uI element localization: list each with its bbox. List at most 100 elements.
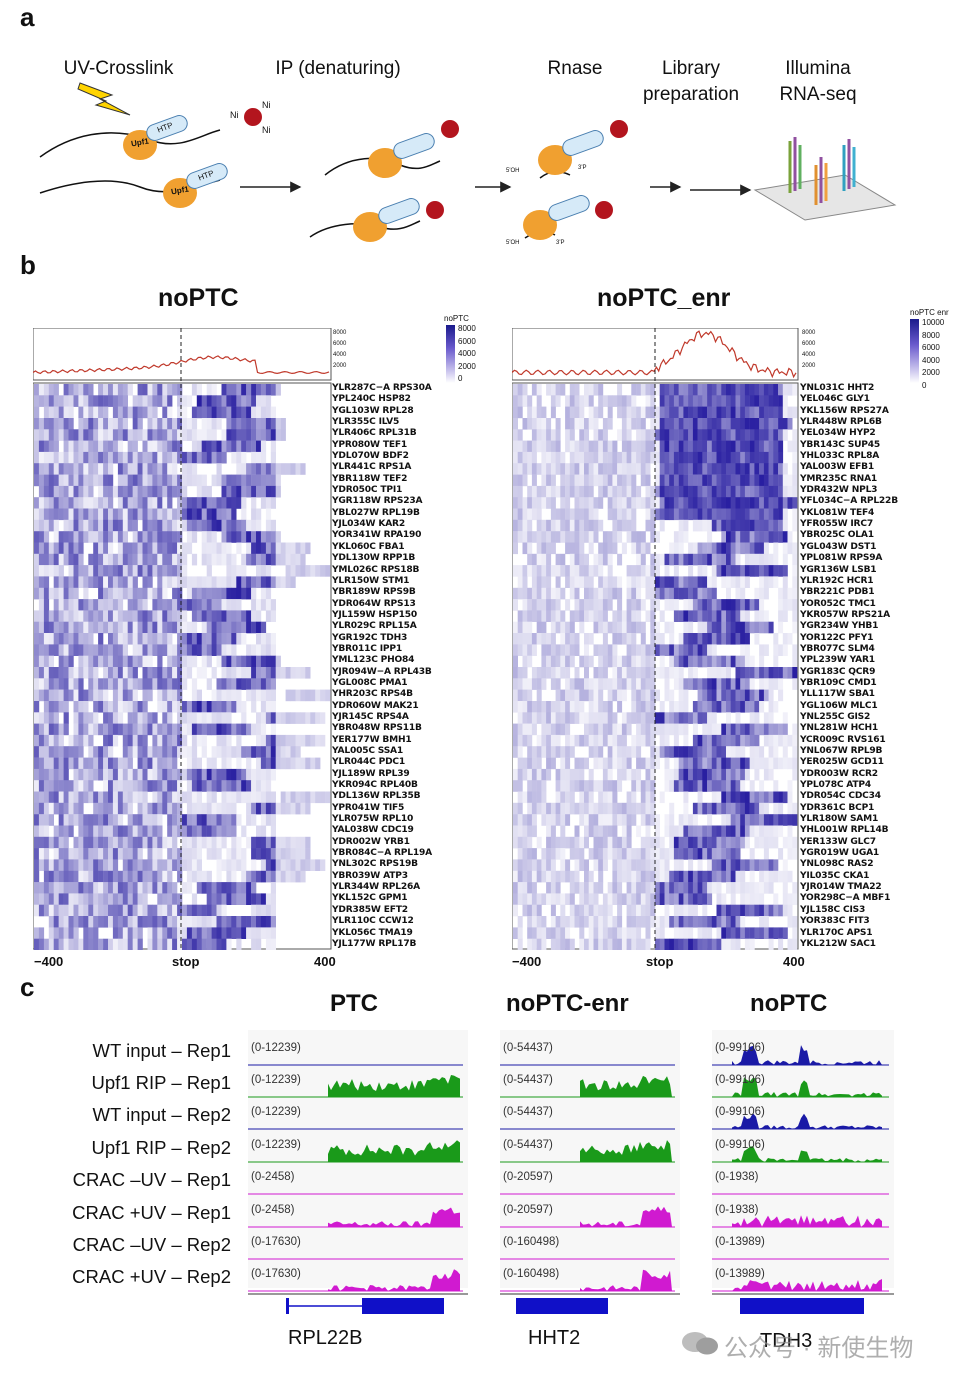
coverage-track <box>328 1269 460 1291</box>
gene-label: YKL056C TMA19 <box>332 927 413 938</box>
profile-tick: 6000 <box>802 341 816 347</box>
track-range: (0-12239) <box>251 1042 301 1054</box>
gene-label: YLR287C−A RPS30A <box>332 383 432 393</box>
gene-label: YGL103W RPL28 <box>332 405 414 416</box>
profile-tick: 8000 <box>333 330 347 336</box>
gene-label: YDR432W NPL3 <box>800 485 878 496</box>
gene-label: YJR094W−A RPL43B <box>332 666 432 677</box>
coverage-track <box>580 1206 672 1227</box>
gene-label: YJL189W RPL39 <box>332 768 410 779</box>
gene-list-noptc: YLR287C−A RPS30A YPL240C HSP82 YGL103W RPL… <box>332 383 432 950</box>
legend-title-noptc: noPTC <box>444 314 469 323</box>
gene-label: YKR094C RPL40B <box>332 780 418 791</box>
gene-model <box>740 1298 864 1314</box>
track-range: (0-2458) <box>251 1204 295 1216</box>
gene-label: YKL081W TEF4 <box>800 507 875 518</box>
gene-label: YDR064W RPS13 <box>332 598 416 609</box>
step-illumina: Illumina RNA-seq <box>779 58 857 105</box>
track-range: (0-99106) <box>715 1139 765 1151</box>
coverage-track <box>328 1140 460 1162</box>
track-range: (0-160498) <box>503 1268 560 1280</box>
x-tick-left-neg: −400 <box>34 954 64 969</box>
gene-label: YBR221C PDB1 <box>800 587 875 598</box>
x-tick-right-stop: stop <box>646 954 674 969</box>
track-label: WT input – Rep2 <box>92 1104 231 1125</box>
gene-label: YBL027W RPL19B <box>332 507 420 518</box>
gene-label-hht2: HHT2 <box>528 1327 581 1349</box>
track-label: CRAC –UV – Rep1 <box>72 1169 231 1190</box>
gene-label: YGL043W DST1 <box>800 541 877 552</box>
track-range: (0-99106) <box>715 1042 765 1054</box>
track-range: (0-13989) <box>715 1268 765 1280</box>
gene-label: YAL003W EFB1 <box>800 462 875 473</box>
track-label: Upf1 RIP – Rep2 <box>91 1137 231 1158</box>
gene-label: YLR170C APS1 <box>800 927 873 938</box>
gene-label: YOR052C TMC1 <box>800 598 876 609</box>
oh-label-2: 5'OH <box>506 240 520 246</box>
gene-label: YER133W GLC7 <box>800 836 876 847</box>
gene-label: YGR118W RPS23A <box>332 496 423 507</box>
gene-label: YLR441C RPS1A <box>332 462 412 473</box>
gene-label: YLR406C RPL31B <box>332 428 417 439</box>
track-label: CRAC +UV – Rep1 <box>72 1202 231 1223</box>
gene-label-tdh3: TDH3 <box>760 1330 813 1352</box>
gene-label: YGR136W LSB1 <box>800 564 877 575</box>
coverage-track <box>580 1140 672 1162</box>
p-label-1: 3'P <box>578 165 587 171</box>
ni-label-2: Ni <box>262 100 271 110</box>
track-label: CRAC –UV – Rep2 <box>72 1234 231 1255</box>
track-range: (0-20597) <box>503 1204 553 1216</box>
column-title-noptc-enr: noPTC-enr <box>506 990 629 1017</box>
gene-label: YML026C RPS18B <box>332 564 420 575</box>
coverage-track <box>580 1075 672 1097</box>
gene-label: YOR298C−A MBF1 <box>800 893 891 904</box>
gene-label: YLR110C CCW12 <box>332 916 414 927</box>
track-range: (0-20597) <box>503 1171 553 1183</box>
step-library-prep: Library preparation <box>642 58 740 105</box>
gene-list-noptc-enr: YNL031C HHT2 YEL046C GLY1 YKL156W RPS27A YL… <box>800 383 898 950</box>
gene-label: YJL159W HSP150 <box>332 609 417 620</box>
legend-tick: 2000 <box>922 368 940 377</box>
p-label-2: 3'P <box>556 240 565 246</box>
gene-label: YKL156W RPS27A <box>800 405 889 416</box>
gene-label: YDR054C CDC34 <box>800 791 881 802</box>
gene-label: YDR003W RCR2 <box>800 768 878 779</box>
gene-label: YOR122C PFY1 <box>800 632 874 643</box>
gene-label: YOR341W RPA190 <box>332 530 422 541</box>
legend-tick: 6000 <box>458 336 476 346</box>
gene-model <box>516 1298 608 1314</box>
panel-a-label: a <box>20 2 35 32</box>
track-range: (0-99106) <box>715 1106 765 1118</box>
coverage-track <box>732 1113 882 1129</box>
legend-ticks-noptc: 8000 6000 4000 2000 0 <box>458 323 476 386</box>
gene-label: YJR145C RPS4A <box>332 711 409 722</box>
gene-label: YOR383C FIT3 <box>800 916 870 927</box>
gene-label: YLR044C PDC1 <box>332 757 406 768</box>
gene-label: YIL035C CKA1 <box>800 870 870 881</box>
gene-label: YBR039W ATP3 <box>332 870 408 881</box>
x-tick-right-pos: 400 <box>783 954 805 969</box>
track-range: (0-12239) <box>251 1074 301 1086</box>
track-range: (0-99106) <box>715 1074 765 1086</box>
gene-label: YNL302C RPS19B <box>332 859 418 870</box>
x-tick-right-neg: −400 <box>512 954 542 969</box>
gene-label: YEL046C GLY1 <box>800 394 870 405</box>
gene-label: YER177W BMH1 <box>332 734 412 745</box>
x-tick-left-stop: stop <box>172 954 200 969</box>
coverage-track <box>732 1146 882 1162</box>
legend-ticks-noptc-enr: 10000 8000 6000 4000 2000 0 <box>922 317 944 392</box>
x-tick-left-pos: 400 <box>314 954 336 969</box>
track-range: (0-17630) <box>251 1268 301 1280</box>
gene-model <box>362 1298 444 1314</box>
profile-tick: 2000 <box>802 363 816 369</box>
gene-label: YJL034W KAR2 <box>332 519 405 530</box>
oh-label-1: 5'OH <box>506 168 520 174</box>
gene-label: YKR057W RPS21A <box>800 609 890 620</box>
coverage-track <box>732 1045 882 1065</box>
track-range: (0-1938) <box>715 1204 759 1216</box>
gene-label: YKL212W SAC1 <box>800 938 876 949</box>
track-range: (0-12239) <box>251 1106 301 1118</box>
heatmap-noptc-enr <box>512 328 799 950</box>
panel-b-label: b <box>20 250 36 280</box>
step-ip: IP (denaturing) <box>275 58 401 79</box>
